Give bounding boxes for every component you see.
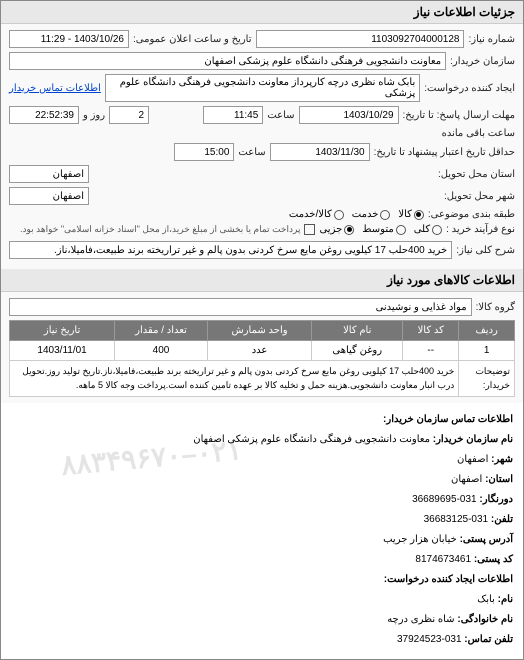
time-remaining-field: 22:52:39	[9, 106, 79, 124]
city-label: شهر محل تحویل:	[444, 191, 515, 202]
cell-date: 1403/11/01	[10, 341, 115, 361]
radio-medium-label: متوسط	[362, 224, 393, 235]
radio-total-label: کلی	[414, 224, 430, 235]
tel-value: 031-36683125	[424, 514, 489, 525]
req-number-field: 1103092704000128	[256, 30, 465, 48]
contact-title: اطلاعات تماس سازمان خریدار:	[383, 414, 513, 425]
th-qty: تعداد / مقدار	[115, 321, 208, 341]
announce-label: تاریخ و ساعت اعلان عمومی:	[133, 34, 252, 45]
radio-service[interactable]: خدمت	[352, 209, 391, 220]
post-label: کد پستی:	[474, 554, 513, 565]
city-field: اصفهان	[9, 187, 89, 205]
deadline-date-field: 1403/10/29	[299, 106, 399, 124]
creator-field: بابک شاه نظری درچه کارپرداز معاونت دانشج…	[105, 74, 420, 102]
goods-table: ردیف کد کالا نام کالا واحد شمارش تعداد /…	[9, 320, 515, 397]
org-label: نام سازمان خریدار:	[433, 434, 513, 445]
tel-label: تلفن:	[491, 514, 513, 525]
name-value: بابک	[477, 594, 495, 605]
c-prov-label: استان:	[485, 474, 513, 485]
fax-value: 031-36689695	[412, 494, 477, 505]
group-field: مواد غذایی و نوشیدنی	[9, 298, 472, 316]
buy-type-radio-group: کلی متوسط جزیی	[319, 224, 442, 235]
form-area: شماره نیاز: 1103092704000128 تاریخ و ساع…	[1, 24, 523, 269]
th-name: نام کالا	[312, 321, 403, 341]
cell-name: روغن گیاهی	[312, 341, 403, 361]
c-city-label: شهر:	[491, 454, 513, 465]
buyer-field: معاونت دانشجویی فرهنگی دانشگاه علوم پزشک…	[9, 52, 446, 70]
cell-qty: 400	[115, 341, 208, 361]
goods-section-title: اطلاعات کالاهای مورد نیاز	[1, 269, 523, 292]
radio-partial-label: جزیی	[319, 224, 342, 235]
treasury-checkbox[interactable]	[304, 224, 315, 235]
days-label: روز و	[83, 110, 105, 121]
addr-label: آدرس پستی:	[460, 534, 513, 545]
ctel-value: 031-37924523	[397, 634, 462, 645]
category-radio-group: کالا خدمت کالا/خدمت	[289, 209, 424, 220]
th-date: تاریخ نیاز	[10, 321, 115, 341]
province-field: اصفهان	[9, 165, 89, 183]
radio-goods-label: کالا	[398, 209, 412, 220]
delivery-label: حداقل تاریخ اعتبار پیشنهاد تا تاریخ:	[374, 147, 515, 158]
lname-label: نام خانوادگی:	[457, 614, 513, 625]
delivery-time-field: 15:00	[174, 143, 234, 161]
radio-both[interactable]: کالا/خدمت	[289, 209, 344, 220]
group-label: گروه کالا:	[476, 302, 515, 313]
addr-value: خیابان هزار جریب	[383, 534, 457, 545]
pay-note: پرداخت تمام یا بخشی از مبلغ خرید،از محل …	[20, 224, 300, 235]
lname-value: شاه نظری درچه	[387, 614, 454, 625]
th-code: کد کالا	[403, 321, 459, 341]
ctel-label: تلفن تماس:	[464, 634, 513, 645]
announce-field: 1403/10/26 - 11:29	[9, 30, 129, 48]
fax-label: دورنگار:	[479, 494, 513, 505]
c-prov-value: اصفهان	[451, 474, 482, 485]
table-desc-row: توضیحات خریدار: خرید 400حلب 17 کیلویی رو…	[10, 361, 515, 397]
radio-goods[interactable]: کالا	[398, 209, 424, 220]
delivery-date-field: 1403/11/30	[270, 143, 370, 161]
creator-label: ایجاد کننده درخواست:	[424, 83, 515, 94]
page-title: جزئیات اطلاعات نیاز	[1, 1, 523, 24]
days-remaining-field: 2	[109, 106, 149, 124]
th-unit: واحد شمارش	[207, 321, 311, 341]
notes-value-cell: خرید 400حلب 17 کیلویی روغن مایع سرخ کردن…	[10, 361, 459, 397]
cell-code: --	[403, 341, 459, 361]
radio-medium[interactable]: متوسط	[362, 224, 405, 235]
province-label: استان محل تحویل:	[438, 169, 515, 180]
c-city-value: اصفهان	[457, 454, 488, 465]
deadline-time-field: 11:45	[203, 106, 263, 124]
cell-unit: عدد	[207, 341, 311, 361]
remaining-label: ساعت باقی مانده	[442, 128, 515, 139]
radio-service-label: خدمت	[352, 209, 379, 220]
radio-total[interactable]: کلی	[414, 224, 442, 235]
deadline-label: مهلت ارسال پاسخ: تا تاریخ:	[403, 110, 515, 121]
buy-type-label: نوع فرآیند خرید :	[446, 224, 515, 235]
contact-link[interactable]: اطلاعات تماس خریدار	[9, 83, 101, 94]
radio-both-label: کالا/خدمت	[289, 209, 332, 220]
cell-row: 1	[459, 341, 515, 361]
notes-label-cell: توضیحات خریدار:	[459, 361, 515, 397]
contact-section: ۰۲۱–۸۸۳۴۹۶۷۰ اطلاعات تماس سازمان خریدار:…	[1, 403, 523, 659]
table-row: 1 -- روغن گیاهی عدد 400 1403/11/01	[10, 341, 515, 361]
req-number-label: شماره نیاز:	[468, 34, 515, 45]
org-value: معاونت دانشجویی فرهنگی دانشگاه علوم پزشک…	[193, 434, 430, 445]
buyer-label: سازمان خریدار:	[450, 56, 515, 67]
desc-label: شرح کلی نیاز:	[456, 245, 515, 256]
time-label-2: ساعت	[238, 147, 265, 158]
category-label: طبقه بندی موضوعی:	[428, 209, 515, 220]
name-label: نام:	[498, 594, 513, 605]
post-value: 8174673461	[415, 554, 471, 565]
th-row: ردیف	[459, 321, 515, 341]
radio-partial[interactable]: جزیی	[319, 224, 354, 235]
time-label-1: ساعت	[267, 110, 294, 121]
desc-field: خرید 400حلب 17 کیلویی روغن مایع سرخ کردن…	[9, 241, 452, 259]
